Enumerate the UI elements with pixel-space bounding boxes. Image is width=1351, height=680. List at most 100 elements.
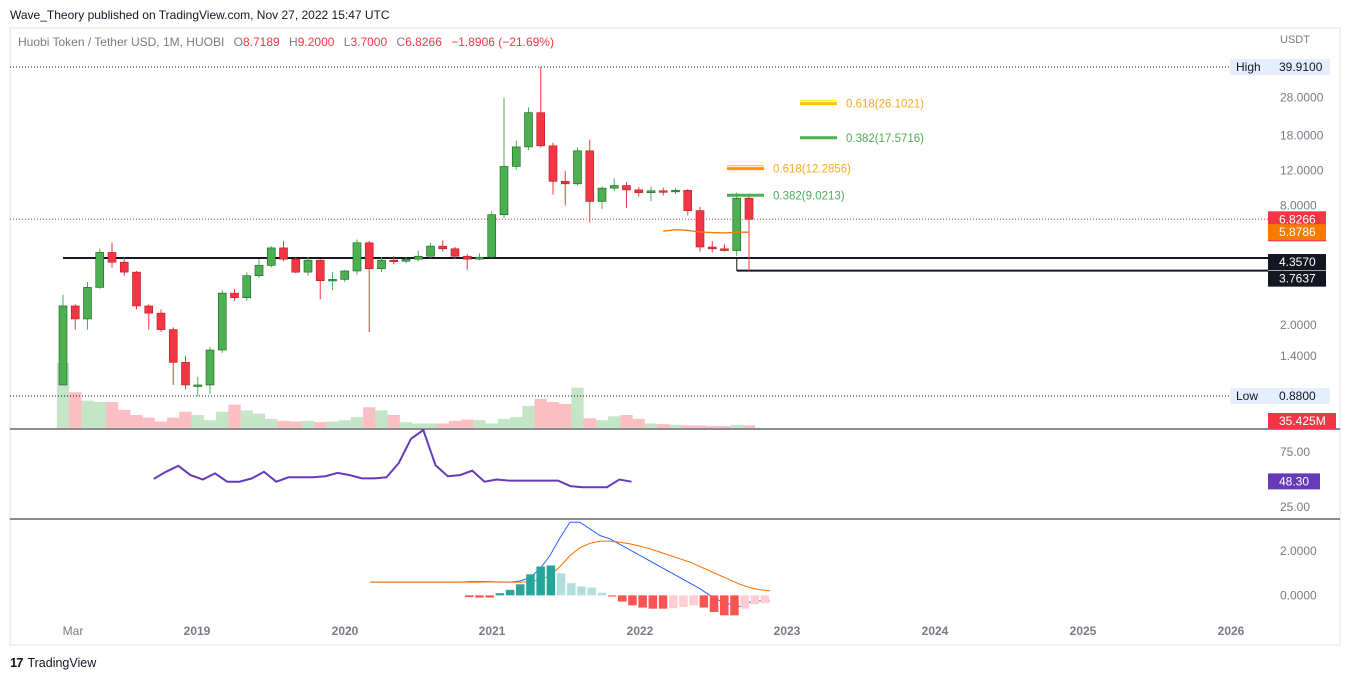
macd-histogram-bar <box>607 595 617 597</box>
rsi-axis-tick: 75.00 <box>1280 445 1310 459</box>
candle-body <box>70 305 80 320</box>
fibonacci-levels: 0.618(26.1021) 0.382(17.5716) 0.618(12.285… <box>727 99 924 202</box>
macd-histogram-bar <box>567 583 576 596</box>
macd-histogram-bar <box>556 573 566 596</box>
currency-label: USDT <box>1280 34 1310 46</box>
volume-bar <box>473 420 486 428</box>
rsi-line <box>153 428 632 489</box>
volume-bar <box>730 424 743 428</box>
candle-body <box>683 190 693 211</box>
volume-bar <box>277 420 290 428</box>
volume-bar <box>363 407 376 428</box>
candle-body <box>83 287 92 320</box>
volume-bar <box>350 416 364 428</box>
macd-pane <box>370 521 771 616</box>
candle-body <box>107 252 117 263</box>
time-axis-tick: 2024 <box>922 624 949 638</box>
volume-bar <box>510 416 523 428</box>
candle-body <box>95 252 105 288</box>
candle-body <box>242 275 252 299</box>
macd-histogram-bar <box>505 589 515 596</box>
macd-histogram-bar <box>638 595 647 608</box>
tradingview-mark-icon: 17 <box>10 655 24 670</box>
time-axis-tick: 2020 <box>332 624 359 638</box>
candle-body <box>377 259 386 270</box>
macd-histogram-bar <box>740 595 749 609</box>
candle-body <box>707 246 717 250</box>
candle-body <box>217 292 227 351</box>
symbol-label[interactable]: Huobi Token / Tether USD, 1M, HUOBI <box>18 35 225 49</box>
volume-bar <box>485 423 498 428</box>
volume-bar <box>546 402 560 428</box>
ma-price-tag: 5.8786 <box>1279 225 1316 239</box>
macd-axis-tick: 2.0000 <box>1280 544 1317 558</box>
volume-bar <box>118 409 131 428</box>
volume-bar <box>522 405 535 428</box>
macd-histogram-bar <box>536 566 545 596</box>
candle-body <box>658 190 668 193</box>
macd-histogram-bar <box>597 592 607 596</box>
support-price-tag: 3.7637 <box>1279 272 1316 286</box>
price-axis-tick: 1.4000 <box>1280 349 1317 363</box>
fib-label: 0.618(26.1021) <box>846 99 924 111</box>
ma-price-tag-bg <box>1268 224 1326 241</box>
high-value: 9.2000 <box>297 35 335 49</box>
volume-bar <box>105 402 119 428</box>
signal-line <box>370 540 771 592</box>
open-value: 8.7189 <box>243 35 280 49</box>
volume-tag-bg <box>1268 413 1336 429</box>
candle-body <box>671 190 680 193</box>
candle-body <box>622 185 631 191</box>
volume-bar <box>534 398 547 428</box>
volume-bar <box>289 421 302 428</box>
time-axis-tick: 2019 <box>184 624 211 638</box>
volume-bar <box>338 420 351 428</box>
price-axis-tick: 18.0000 <box>1280 129 1324 143</box>
macd-histogram-bar <box>485 595 494 598</box>
volume-bar <box>632 418 645 428</box>
volume-bar <box>571 387 584 428</box>
candle-body <box>132 271 141 307</box>
candle-body <box>291 258 301 273</box>
level-tag-name: High <box>1236 60 1261 74</box>
macd-histogram-bar <box>689 595 698 606</box>
tradingview-logo[interactable]: 17 TradingView <box>10 655 96 670</box>
volume-bar <box>424 423 437 428</box>
volume-bar <box>81 400 94 428</box>
moving-average-line <box>663 228 749 234</box>
volume-bar <box>301 420 315 428</box>
candle-body <box>585 150 595 202</box>
candle-body <box>744 197 754 220</box>
volume-bar <box>203 420 217 428</box>
open-key: O <box>233 35 243 49</box>
brand-name: TradingView <box>27 655 97 670</box>
level-tag-bg <box>1230 388 1330 404</box>
candle-body <box>524 112 533 148</box>
candle-body <box>695 210 705 248</box>
candle-series <box>58 67 754 396</box>
candle-body <box>499 166 509 216</box>
volume-bar <box>252 413 266 428</box>
volume-bar <box>179 411 192 428</box>
fib-label: 0.382(9.0213) <box>773 190 845 202</box>
volume-bar <box>742 425 756 428</box>
candle-body <box>303 259 313 273</box>
volume-bar <box>142 417 155 428</box>
macd-histogram-bar <box>669 595 678 609</box>
close-key: C <box>396 35 406 49</box>
volume-bar <box>228 404 241 428</box>
volume-bar <box>130 415 143 428</box>
volume-bar <box>154 421 168 428</box>
volume-bar <box>644 423 658 428</box>
macd-histogram-bar <box>618 595 627 602</box>
macd-histogram-bar <box>495 593 505 596</box>
candle-body <box>438 245 448 250</box>
support-price-tag: 4.3570 <box>1279 255 1316 269</box>
ohlc-legend: Huobi Token / Tether USD, 1M, HUOBI O8.7… <box>18 35 554 49</box>
candle-body <box>193 384 203 387</box>
macd-histogram-bar <box>750 595 760 605</box>
level-tag-bg <box>1230 59 1330 75</box>
support-price-tag-bg <box>1268 254 1326 271</box>
macd-histogram-bar <box>679 595 688 607</box>
